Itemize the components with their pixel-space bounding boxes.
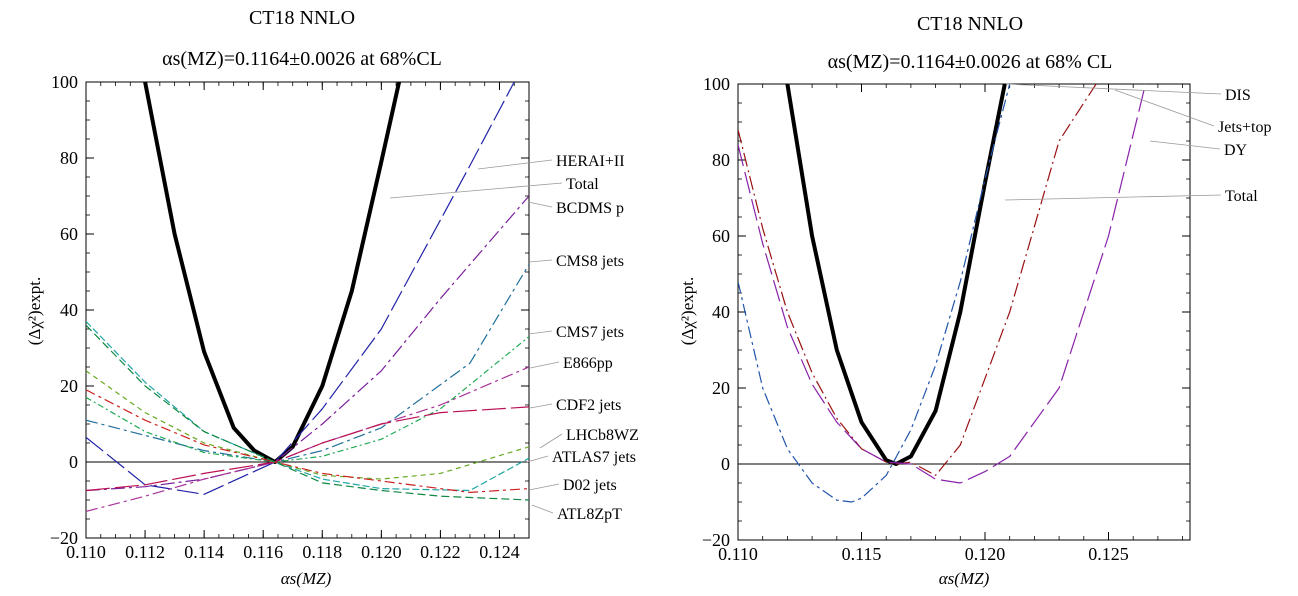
y-tick-label: 0 (721, 454, 730, 474)
series-label-dis: DIS (1225, 87, 1251, 104)
x-tick-label: 0.125 (1088, 544, 1129, 564)
left-y-tick-labels: −20 0 20 40 60 80 100 (50, 72, 78, 548)
x-tick-label: 0.120 (965, 544, 1006, 564)
callout-line-d02-jets (528, 483, 560, 491)
y-tick-label: −20 (702, 530, 730, 550)
callout-line-cms7-jets (528, 330, 553, 335)
right-x-tick-labels: 0.110 0.115 0.120 0.125 (718, 544, 1129, 564)
callout-line-dis (1005, 83, 1222, 95)
series-lhcb8wz (86, 370, 529, 480)
callout-line-dy (1149, 140, 1221, 150)
x-tick-label: 0.116 (243, 542, 283, 562)
series-bcdms-p (86, 195, 529, 492)
callout-line-total (1004, 194, 1222, 201)
series-dis (738, 84, 1011, 503)
left-y-axis-label: (Δχ²)expt. (25, 277, 44, 345)
callout-line-bcdms-p (527, 201, 553, 208)
callout-line-atlas7-jets (526, 455, 549, 463)
series-d02-jets (86, 389, 529, 493)
callout-line-lhcb8wz (539, 433, 563, 449)
callout-line-cms8-jets (528, 259, 553, 263)
y-tick-label: 20 (60, 376, 78, 396)
y-tick-label: 40 (60, 300, 78, 320)
left-chart: CT18 NNLO αs(MZ)=0.1164±0.0026 at 68%CL … (25, 7, 639, 588)
x-tick-label: 0.110 (718, 544, 758, 564)
right-callout-lines (1004, 83, 1222, 201)
series-cms7-jets (86, 336, 529, 463)
left-callout-lines (389, 159, 563, 514)
y-tick-label: 60 (60, 224, 78, 244)
left-series-group (86, 82, 529, 512)
series-total (785, 84, 1007, 466)
left-x-tick-labels: 0.110 0.112 0.114 0.116 0.118 0.120 0.122 0.124 (66, 542, 520, 562)
y-tick-label: 100 (703, 74, 730, 94)
right-axis-ticks (737, 83, 1190, 541)
right-x-axis-label: αs(MZ) (939, 569, 990, 588)
left-title-line2: αs(MZ)=0.1164±0.0026 at 68%CL (162, 48, 442, 70)
series-label-bcdms-p: BCDMS p (556, 200, 624, 217)
series-label-cms7-jets: CMS7 jets (556, 324, 624, 341)
series-label-d02-jets: D02 jets (563, 477, 617, 494)
series-label-cdf2-jets: CDF2 jets (556, 397, 621, 414)
callout-line-e866pp (529, 361, 560, 369)
callout-line-herai-ii (477, 159, 553, 170)
series-atlas7-jets (86, 320, 529, 492)
series-dy (738, 84, 1147, 484)
x-tick-label: 0.112 (125, 542, 165, 562)
left-x-axis-label: αs(MZ) (281, 569, 332, 588)
series-label-total: Total (566, 176, 599, 193)
x-tick-label: 0.115 (842, 544, 882, 564)
right-y-tick-labels: −20 0 20 40 60 80 100 (702, 74, 730, 550)
series-atl8zpt (86, 324, 529, 501)
series-total (143, 82, 402, 464)
callout-line-jets-top (1114, 89, 1215, 127)
callout-line-total (389, 182, 563, 199)
right-y-axis-label: (Δχ²)expt. (678, 277, 697, 345)
x-tick-label: 0.114 (184, 542, 224, 562)
x-tick-label: 0.124 (479, 542, 520, 562)
right-plot-frame (737, 83, 1191, 541)
series-label-jets-top: Jets+top (1218, 119, 1271, 136)
callout-line-cdf2-jets (529, 403, 553, 409)
series-cms8-jets (86, 264, 529, 463)
left-title-line1: CT18 NNLO (249, 7, 355, 29)
left-axis-ticks (85, 81, 530, 539)
right-chart: CT18 NNLO αs(MZ)=0.1164±0.0026 at 68% CL… (678, 13, 1271, 588)
left-series-labels: Total HERAI+II BCDMS p CMS8 jets CMS7 jets E8… (552, 153, 639, 523)
series-cdf2-jets (86, 406, 529, 492)
y-tick-label: 40 (712, 302, 730, 322)
series-label-herai-ii: HERAI+II (556, 153, 625, 170)
x-tick-label: 0.120 (361, 542, 402, 562)
series-label-lhcb8wz: LHCb8WZ (566, 427, 639, 444)
y-tick-label: 80 (712, 150, 730, 170)
series-e866pp (86, 366, 529, 512)
series-label-total: Total (1225, 188, 1258, 205)
series-label-cms8-jets: CMS8 jets (556, 253, 624, 270)
y-tick-label: 80 (60, 148, 78, 168)
x-tick-label: 0.110 (66, 542, 106, 562)
callout-line-atl8zpt (531, 504, 554, 514)
series-label-dy: DY (1224, 142, 1248, 159)
x-tick-label: 0.122 (420, 542, 461, 562)
series-label-e866pp: E866pp (563, 355, 613, 372)
right-series-labels: Total DIS Jets+top DY (1218, 87, 1271, 205)
y-tick-label: 0 (69, 452, 78, 472)
series-jets-top (738, 84, 1097, 476)
right-title-line2: αs(MZ)=0.1164±0.0026 at 68% CL (828, 51, 1113, 73)
x-tick-label: 0.118 (302, 542, 342, 562)
y-tick-label: 20 (712, 378, 730, 398)
series-label-atlas7-jets: ATLAS7 jets (552, 449, 636, 466)
right-series-group (738, 84, 1147, 503)
y-tick-label: 60 (712, 226, 730, 246)
series-herai-ii (86, 82, 515, 495)
y-tick-label: 100 (51, 72, 78, 92)
right-title-line1: CT18 NNLO (917, 13, 1023, 35)
series-label-atl8zpt: ATL8ZpT (557, 506, 622, 523)
y-tick-label: −20 (50, 528, 78, 548)
